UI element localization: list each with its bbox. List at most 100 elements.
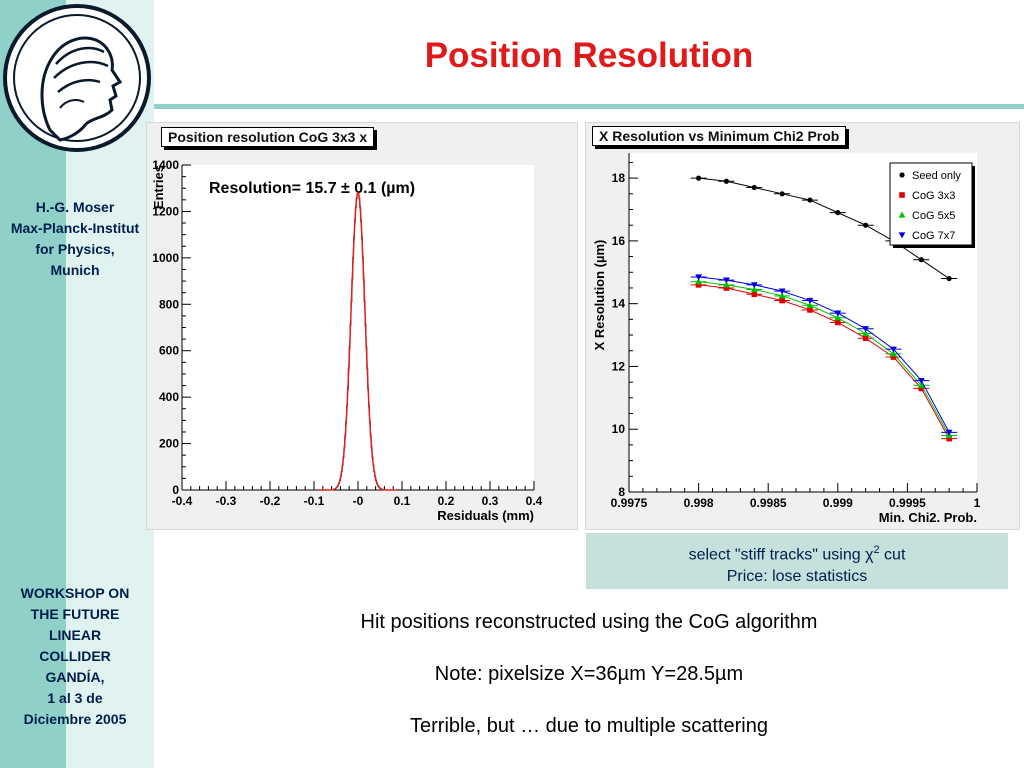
data-point (862, 330, 870, 337)
data-point (807, 197, 813, 203)
data-point (890, 354, 897, 360)
y-tick-label: 1000 (152, 251, 179, 265)
data-point (751, 184, 757, 191)
resolution-panel: 0.9975 0.998 0.9985 0.999 0.9995 1 8 10 12 14 16 18… (585, 122, 1020, 530)
data-point (862, 326, 870, 333)
legend-marker (899, 172, 905, 178)
data-point (945, 429, 953, 436)
y-tick-label: 600 (159, 344, 179, 358)
resolution-chart: 0.9975 0.998 0.9985 0.999 0.9995 181012141618… (592, 153, 981, 525)
histogram-panel: -0.4 -0.3 -0.2 -0.1 -0 0.1 0.2 0.3 0.4 0 200 400 600… (146, 122, 578, 530)
data-point (917, 381, 925, 388)
data-point (750, 282, 758, 289)
data-point (946, 275, 952, 282)
data-point (834, 310, 842, 317)
data-point (863, 222, 869, 228)
title-divider (154, 104, 1024, 109)
x-tick-label: 0.9985 (750, 496, 787, 510)
body-text-1: Hit positions reconstructed using the Co… (360, 611, 818, 633)
data-point (723, 277, 730, 284)
y-tick-label: 12 (612, 359, 626, 373)
data-point (696, 175, 702, 181)
series-line (698, 281, 950, 436)
body-text-2: Note: pixelsize X=36µm Y=28.5µm (434, 663, 744, 685)
x-tick-label: 0.999 (823, 496, 853, 510)
y-tick-label: 800 (159, 297, 179, 311)
legend-marker (899, 192, 905, 198)
caption-line-2: Price: lose statistics (726, 568, 868, 586)
legend-label: CoG 7x7 (912, 230, 955, 242)
data-point (807, 307, 813, 313)
data-point (779, 297, 785, 304)
data-point (778, 292, 786, 299)
data-point (778, 288, 786, 295)
y-tick-label: 8 (618, 485, 625, 499)
slide-title: Position Resolution (424, 36, 754, 75)
legend-label: Seed only (912, 170, 961, 182)
y-tick-label: 14 (612, 297, 626, 311)
caption-box: select "stiff tracks" using χ2 cut Price… (586, 533, 1008, 589)
resolution-chart-title: X Resolution vs Minimum Chi2 Prob (592, 126, 847, 146)
x-tick-label: -0 (353, 494, 364, 508)
x-tick-label: 0.998 (684, 496, 714, 510)
data-point (750, 286, 758, 293)
data-point (723, 281, 730, 288)
x-tick-label: -0.3 (216, 494, 237, 508)
caption-suffix: cut (879, 546, 906, 564)
data-point (918, 257, 924, 263)
gaussian-fit-curve (318, 191, 398, 491)
data-point (835, 210, 841, 216)
x-tick-label: -0.1 (304, 494, 325, 508)
histogram-chart: -0.4 -0.3 -0.2 -0.1 -0 0.1 0.2 0.3 0.4 0 200 400 600… (151, 158, 543, 523)
y-tick-label: 0 (172, 483, 179, 497)
legend-label: CoG 5x5 (912, 210, 955, 222)
series-line (698, 177, 950, 279)
data-point (890, 346, 897, 353)
y-axis-title: Entries (151, 165, 166, 209)
series-line (698, 276, 950, 433)
data-point (695, 274, 702, 281)
data-point (835, 319, 841, 326)
x-tick-label: 0.1 (394, 494, 411, 508)
data-point (834, 314, 842, 321)
caption-sup: 2 (873, 544, 880, 556)
author-affiliation: H.-G. Moser Max-Planck-Institut for Phys… (10, 199, 140, 278)
x-tick-label: -0.4 (172, 494, 193, 508)
x-tick-label: 0.3 (482, 494, 499, 508)
x-axis-title: Min. Chi2. Prob. (879, 510, 977, 525)
caption-prefix: select "stiff tracks" using (688, 546, 866, 564)
y-tick-label: 18 (612, 171, 626, 185)
y-axis-title: X Resolution (µm) (592, 240, 607, 351)
data-point (723, 178, 730, 184)
workshop-info: WORKSHOP ON THE FUTURE LINEAR COLLIDER G… (20, 585, 130, 727)
y-tick-label: 1200 (152, 204, 179, 218)
series-line (698, 284, 950, 439)
caption-chi: χ (865, 546, 874, 564)
x-axis-title: Residuals (mm) (437, 508, 534, 523)
x-tick-label: -0.2 (260, 494, 281, 508)
legend-label: CoG 3x3 (912, 190, 955, 202)
data-point (695, 282, 702, 288)
minerva-head-icon (3, 4, 151, 152)
body-text-3: Terrible, but … due to multiple scatteri… (410, 715, 768, 737)
histogram-title: Position resolution CoG 3x3 x (161, 127, 375, 147)
x-tick-label: 1 (974, 496, 981, 510)
plot-area (182, 165, 534, 490)
x-tick-label: 0.4 (526, 494, 543, 508)
y-tick-label: 1400 (152, 158, 179, 172)
data-point (918, 385, 925, 392)
y-tick-label: 200 (159, 437, 179, 451)
data-point (695, 278, 702, 285)
x-tick-label: 0.9995 (889, 496, 926, 510)
legend-marker (898, 211, 906, 218)
resolution-annotation: Resolution= 15.7 ± 0.1 (µm) (209, 180, 415, 197)
data-point (751, 291, 758, 298)
legend-marker (898, 232, 906, 239)
y-tick-label: 16 (612, 234, 626, 248)
data-point (890, 350, 897, 357)
data-point (806, 301, 814, 308)
data-point (806, 297, 814, 304)
data-point (779, 191, 785, 197)
data-point (946, 435, 952, 442)
y-tick-label: 400 (159, 390, 179, 404)
